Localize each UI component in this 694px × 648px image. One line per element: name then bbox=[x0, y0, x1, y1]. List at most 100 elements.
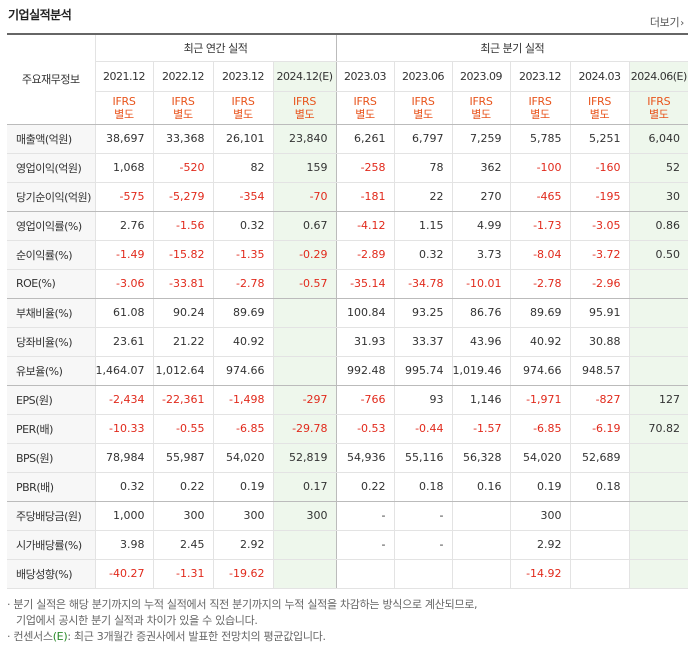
table-cell: -465 bbox=[509, 182, 571, 212]
ifrs-label: IFRS bbox=[528, 94, 552, 108]
ifrs-header-9: IFRS 별도 bbox=[628, 91, 689, 125]
table-cell: -1,498 bbox=[212, 385, 273, 415]
table-cell: 2.92 bbox=[509, 530, 571, 560]
table-cell: 300 bbox=[152, 501, 213, 531]
row-label: 순이익률(%) bbox=[7, 240, 95, 270]
table-cell: -181 bbox=[335, 182, 395, 212]
ifrs-label: IFRS bbox=[231, 94, 255, 108]
ifrs-header-5: IFRS 별도 bbox=[393, 91, 453, 125]
table-cell: 23.61 bbox=[94, 327, 153, 357]
table-cell: 0.19 bbox=[212, 472, 273, 502]
table-cell: -10.01 bbox=[451, 269, 511, 299]
ifrs-header-6: IFRS 별도 bbox=[451, 91, 511, 125]
table-cell: -354 bbox=[212, 182, 273, 212]
corner-header: 주요재무정보 bbox=[7, 35, 95, 125]
table-cell: 974.66 bbox=[509, 356, 571, 386]
chevron-right-icon: › bbox=[680, 18, 684, 29]
table-cell: 38,697 bbox=[94, 124, 153, 154]
table-cell: 300 bbox=[509, 501, 571, 531]
table-cell: 52,689 bbox=[569, 443, 630, 473]
table-cell: 300 bbox=[272, 501, 337, 531]
table-cell: 0.18 bbox=[569, 472, 630, 502]
table-cell: 0.32 bbox=[94, 472, 153, 502]
table-cell: 30 bbox=[628, 182, 689, 212]
table-cell: 0.22 bbox=[335, 472, 395, 502]
table-cell: 0.67 bbox=[272, 211, 337, 241]
row-label: ROE(%) bbox=[7, 269, 95, 299]
ifrs-basis-label: 별도 bbox=[589, 107, 610, 121]
table-cell: -6.85 bbox=[509, 414, 571, 444]
ifrs-header-8: IFRS 별도 bbox=[569, 91, 630, 125]
table-cell: -0.29 bbox=[272, 240, 337, 270]
period-header-2: 2023.12 bbox=[212, 61, 273, 92]
table-row: 부채비율(%) 61.08 90.24 89.69 100.84 93.25 86.76 89… bbox=[7, 298, 689, 328]
table-cell: -160 bbox=[569, 153, 630, 183]
table-cell bbox=[451, 530, 511, 560]
table-cell: 2.76 bbox=[94, 211, 153, 241]
more-link[interactable]: 더보기› bbox=[650, 14, 684, 30]
table-cell: 2.45 bbox=[152, 530, 213, 560]
table-row: PBR(배) 0.32 0.22 0.19 0.17 0.22 0.18 0.16 0.19 0.… bbox=[7, 472, 689, 502]
table-cell: 33,368 bbox=[152, 124, 213, 154]
table-cell: 1,464.07 bbox=[94, 356, 153, 386]
table-cell: -29.78 bbox=[272, 414, 337, 444]
table-cell: 54,020 bbox=[509, 443, 571, 473]
ifrs-basis-label: 별도 bbox=[233, 107, 253, 121]
table-cell: 6,040 bbox=[628, 124, 689, 154]
table-cell: 93 bbox=[393, 385, 453, 415]
table-cell: -1.35 bbox=[212, 240, 273, 270]
table-cell: 270 bbox=[451, 182, 511, 212]
table-cell: 33.37 bbox=[393, 327, 453, 357]
table-cell: -827 bbox=[569, 385, 630, 415]
table-cell: -40.27 bbox=[94, 559, 153, 589]
table-cell: 362 bbox=[451, 153, 511, 183]
table-cell: -33.81 bbox=[152, 269, 213, 299]
row-label: 영업이익률(%) bbox=[7, 211, 95, 241]
table-cell bbox=[569, 501, 630, 531]
table-cell: -520 bbox=[152, 153, 213, 183]
table-cell: 1,012.64 bbox=[152, 356, 213, 386]
ifrs-label: IFRS bbox=[469, 94, 493, 108]
ifrs-header-2: IFRS 별도 bbox=[212, 91, 273, 125]
table-cell: -6.85 bbox=[212, 414, 273, 444]
table-cell: -1,971 bbox=[509, 385, 571, 415]
period-header-8: 2024.03 bbox=[569, 61, 630, 92]
table-cell: 22 bbox=[393, 182, 453, 212]
table-cell: -22,361 bbox=[152, 385, 213, 415]
table-cell: -19.62 bbox=[212, 559, 273, 589]
row-label: 유보율(%) bbox=[7, 356, 95, 386]
table-cell: 0.16 bbox=[451, 472, 511, 502]
ifrs-label: IFRS bbox=[293, 94, 317, 108]
row-label: EPS(원) bbox=[7, 385, 95, 415]
table-cell: -3.72 bbox=[569, 240, 630, 270]
table-cell: - bbox=[393, 530, 453, 560]
table-cell: 82 bbox=[212, 153, 273, 183]
table-cell: 70.82 bbox=[628, 414, 689, 444]
table-cell: 93.25 bbox=[393, 298, 453, 328]
table-cell: -70 bbox=[272, 182, 337, 212]
table-cell bbox=[272, 559, 337, 589]
table-cell: 90.24 bbox=[152, 298, 213, 328]
table-cell: 1.15 bbox=[393, 211, 453, 241]
table-cell: -35.14 bbox=[335, 269, 395, 299]
ifrs-basis-label: 별도 bbox=[471, 107, 491, 121]
table-cell: 0.19 bbox=[509, 472, 571, 502]
table-cell: -2.96 bbox=[569, 269, 630, 299]
table-row: EPS(원) -2,434 -22,361 -1,498 -297 -766 93 1,146… bbox=[7, 385, 689, 415]
ifrs-header-0: IFRS 별도 bbox=[94, 91, 153, 125]
section-title: 기업실적분석 bbox=[8, 8, 72, 22]
table-cell bbox=[451, 559, 511, 589]
more-label: 더보기 bbox=[649, 16, 680, 29]
ifrs-basis-label: 별도 bbox=[294, 107, 315, 121]
table-cell: 127 bbox=[628, 385, 689, 415]
ifrs-basis-label: 별도 bbox=[648, 107, 669, 121]
table-cell: -1.31 bbox=[152, 559, 213, 589]
table-cell: 30.88 bbox=[569, 327, 630, 357]
row-label: 당기순이익(억원) bbox=[7, 182, 95, 212]
ifrs-label: IFRS bbox=[171, 94, 195, 108]
table-cell bbox=[335, 559, 395, 589]
table-cell: - bbox=[335, 530, 395, 560]
table-cell bbox=[628, 501, 689, 531]
ifrs-header-7: IFRS 별도 bbox=[509, 91, 571, 125]
ifrs-basis-label: 별도 bbox=[173, 107, 193, 121]
